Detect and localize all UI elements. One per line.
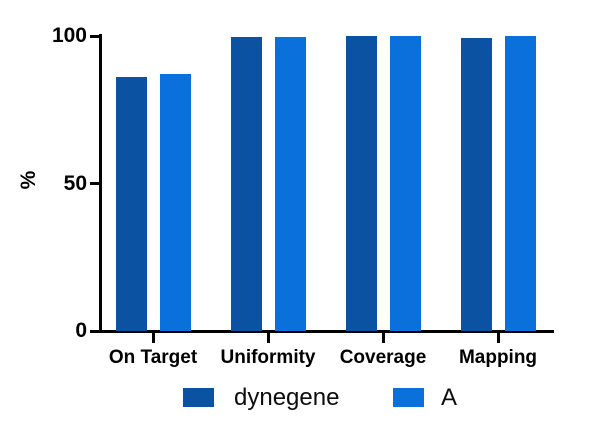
x-axis-line	[99, 330, 554, 333]
legend-swatch-dynegene	[183, 388, 214, 407]
y-axis-line	[99, 34, 102, 333]
bar-a-uniformity	[274, 37, 306, 331]
y-tick	[90, 182, 99, 185]
y-tick	[90, 329, 99, 333]
bar-dynegene-uniformity	[230, 36, 262, 331]
legend-label-a: A	[441, 384, 458, 411]
bar-a-on-target	[159, 74, 191, 331]
y-tick-label: 100	[51, 24, 87, 47]
x-tick-label: Mapping	[458, 347, 538, 368]
y-tick-label: 50	[63, 171, 87, 195]
x-tick-label: On Target	[108, 347, 198, 368]
bar-a-coverage	[389, 36, 421, 331]
x-tick	[381, 333, 385, 343]
bar-a-mapping	[504, 36, 536, 331]
x-tick	[496, 333, 500, 343]
legend-swatch-a	[393, 388, 424, 407]
x-tick-label: Uniformity	[220, 347, 316, 368]
y-tick	[90, 34, 99, 38]
bar-dynegene-on-target	[115, 77, 147, 331]
bar-dynegene-mapping	[460, 38, 492, 331]
x-tick-label: Coverage	[339, 347, 427, 368]
bar-dynegene-coverage	[345, 36, 377, 331]
y-tick-label: 0	[75, 319, 87, 342]
legend-label-dynegene: dynegene	[234, 384, 340, 411]
x-tick	[151, 333, 155, 343]
x-tick	[266, 333, 270, 343]
